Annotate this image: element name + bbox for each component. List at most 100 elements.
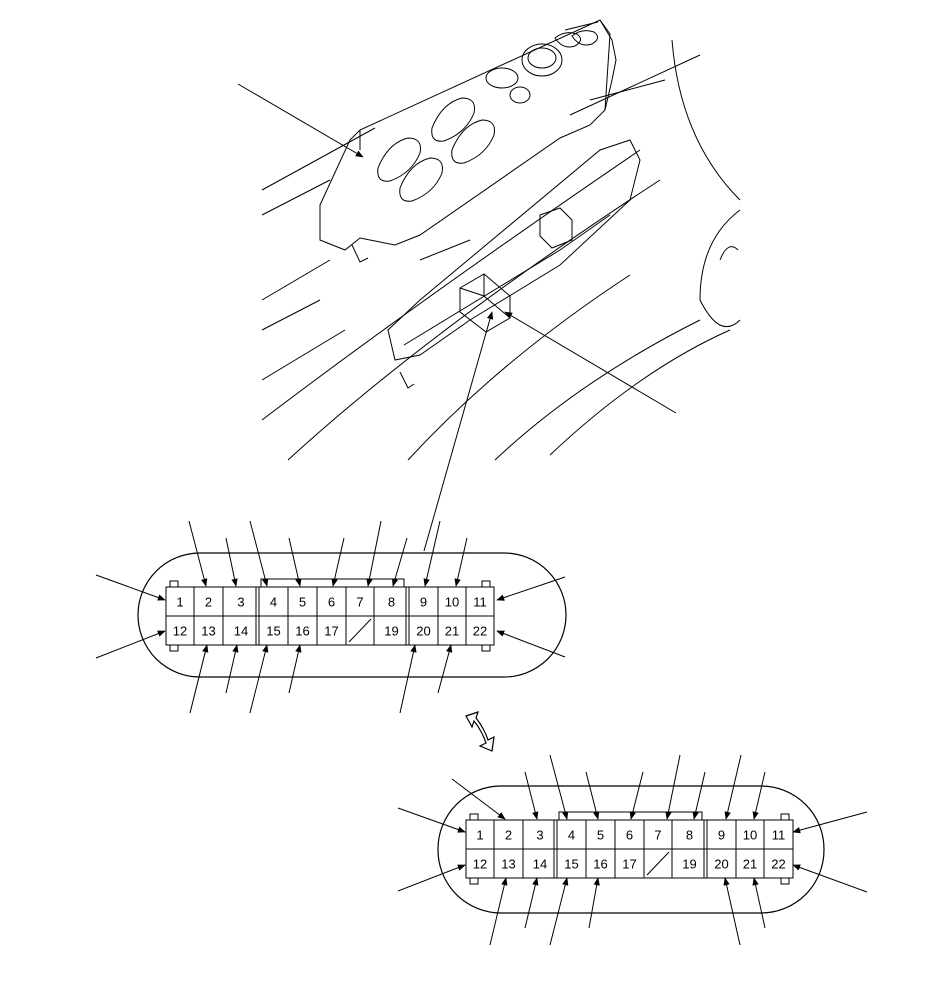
- wire-leader-arrow: [588, 877, 600, 929]
- locking-tab: [481, 644, 491, 652]
- locking-tab: [481, 580, 491, 588]
- pin-number: 11: [772, 828, 786, 843]
- wire-leader-arrow: [437, 644, 453, 694]
- pin-number: 9: [718, 828, 725, 843]
- pin-number: 10: [445, 595, 459, 610]
- pin-number: 14: [533, 857, 547, 872]
- illustration-leader-lines: [237, 83, 677, 552]
- pin-number: 5: [597, 828, 604, 843]
- wire-leader-arrow: [331, 537, 345, 587]
- wire-leader-arrow: [397, 864, 466, 892]
- pin-number: 7: [356, 595, 363, 610]
- wire-leader-arrow: [397, 807, 466, 833]
- blank-cavity-slash: [646, 851, 670, 876]
- wire-leader-arrow: [524, 877, 539, 929]
- wire-leader-arrow: [288, 644, 302, 694]
- wire-leader-arrow: [188, 520, 208, 587]
- pin-number: 1: [176, 595, 183, 610]
- pin-number: 15: [564, 857, 578, 872]
- wire-leader-arrow: [629, 771, 644, 820]
- wire-leader-arrow: [95, 630, 166, 659]
- pin-number: 4: [270, 595, 277, 610]
- keyway-bracket: [558, 811, 703, 820]
- locking-tab: [469, 813, 479, 821]
- wire-leader-arrow: [752, 877, 766, 929]
- pin-number: 3: [536, 828, 543, 843]
- locking-tab: [169, 644, 179, 652]
- wire-leader-arrow: [724, 754, 742, 820]
- wire-leader-arrow: [366, 520, 382, 587]
- wire-leader-arrow: [391, 537, 408, 587]
- wire-leader-arrow: [549, 877, 569, 946]
- pin-number: 8: [686, 828, 693, 843]
- pin-number: 5: [299, 595, 306, 610]
- connector-lower-shell: [437, 785, 825, 914]
- wire-leader-arrow: [585, 771, 600, 820]
- locking-tab: [169, 580, 179, 588]
- locking-tab: [780, 813, 790, 821]
- pin-number: 2: [205, 595, 212, 610]
- wire-leader-arrow: [792, 811, 868, 834]
- pin-number: 20: [714, 857, 728, 872]
- wire-leader-arrow: [249, 520, 269, 587]
- locking-tab: [780, 877, 790, 885]
- pin-number: 1: [476, 828, 483, 843]
- pin-number: 6: [626, 828, 633, 843]
- wire-leader-arrow: [524, 771, 539, 820]
- pin-number: 2: [505, 828, 512, 843]
- pin-number: 19: [384, 624, 398, 639]
- wire-leader-arrow: [423, 520, 441, 587]
- pin-number: 9: [420, 595, 427, 610]
- pin-number: 15: [266, 624, 280, 639]
- pin-number: 6: [328, 595, 335, 610]
- pin-number: 17: [622, 857, 636, 872]
- pin-number: 3: [237, 595, 244, 610]
- pin-number: 7: [654, 828, 661, 843]
- wire-leader-arrow: [95, 574, 166, 601]
- pin-number: 14: [234, 624, 248, 639]
- wire-leader-arrow: [399, 644, 417, 714]
- wire-leader-arrow: [665, 754, 681, 820]
- pin-number: 20: [416, 624, 430, 639]
- pin-number: 8: [388, 595, 395, 610]
- wire-leader-arrow: [225, 644, 239, 694]
- pin-number: 13: [501, 857, 515, 872]
- pin-number: 4: [568, 828, 575, 843]
- pin-number: 16: [593, 857, 607, 872]
- blank-cavity-slash: [348, 618, 372, 643]
- wire-leader-arrow: [496, 630, 566, 658]
- door-switch-illustration: [261, 19, 741, 461]
- wire-leader-arrow: [496, 576, 566, 601]
- pin-number: 10: [743, 828, 757, 843]
- pin-number: 22: [473, 624, 487, 639]
- wire-leader-arrow: [692, 771, 706, 820]
- wire-leader-arrow: [792, 864, 868, 893]
- pin-number: 17: [324, 624, 338, 639]
- pin-number: 11: [473, 595, 487, 610]
- double-headed-arrow-icon: [465, 711, 495, 752]
- wire-leader-arrow: [723, 877, 741, 946]
- wire-leader-arrow: [451, 778, 506, 820]
- wire-leader-arrow: [549, 754, 569, 820]
- wire-leader-arrow: [225, 537, 238, 587]
- pin-number: 21: [445, 624, 459, 639]
- connector-upper-shell: [137, 552, 567, 678]
- pin-number: 12: [473, 857, 487, 872]
- pin-number: 13: [201, 624, 215, 639]
- keyway-bracket: [260, 578, 405, 587]
- pin-number: 21: [743, 857, 757, 872]
- pin-number: 12: [173, 624, 187, 639]
- wire-leader-arrow: [454, 537, 468, 587]
- wire-leader-arrow: [189, 644, 209, 714]
- pin-number: 19: [682, 857, 696, 872]
- wire-leader-arrow: [249, 644, 269, 714]
- wire-leader-arrow: [752, 771, 766, 820]
- pin-number: 22: [771, 857, 785, 872]
- wire-leader-arrow: [288, 537, 302, 587]
- wire-leader-arrow: [489, 877, 508, 946]
